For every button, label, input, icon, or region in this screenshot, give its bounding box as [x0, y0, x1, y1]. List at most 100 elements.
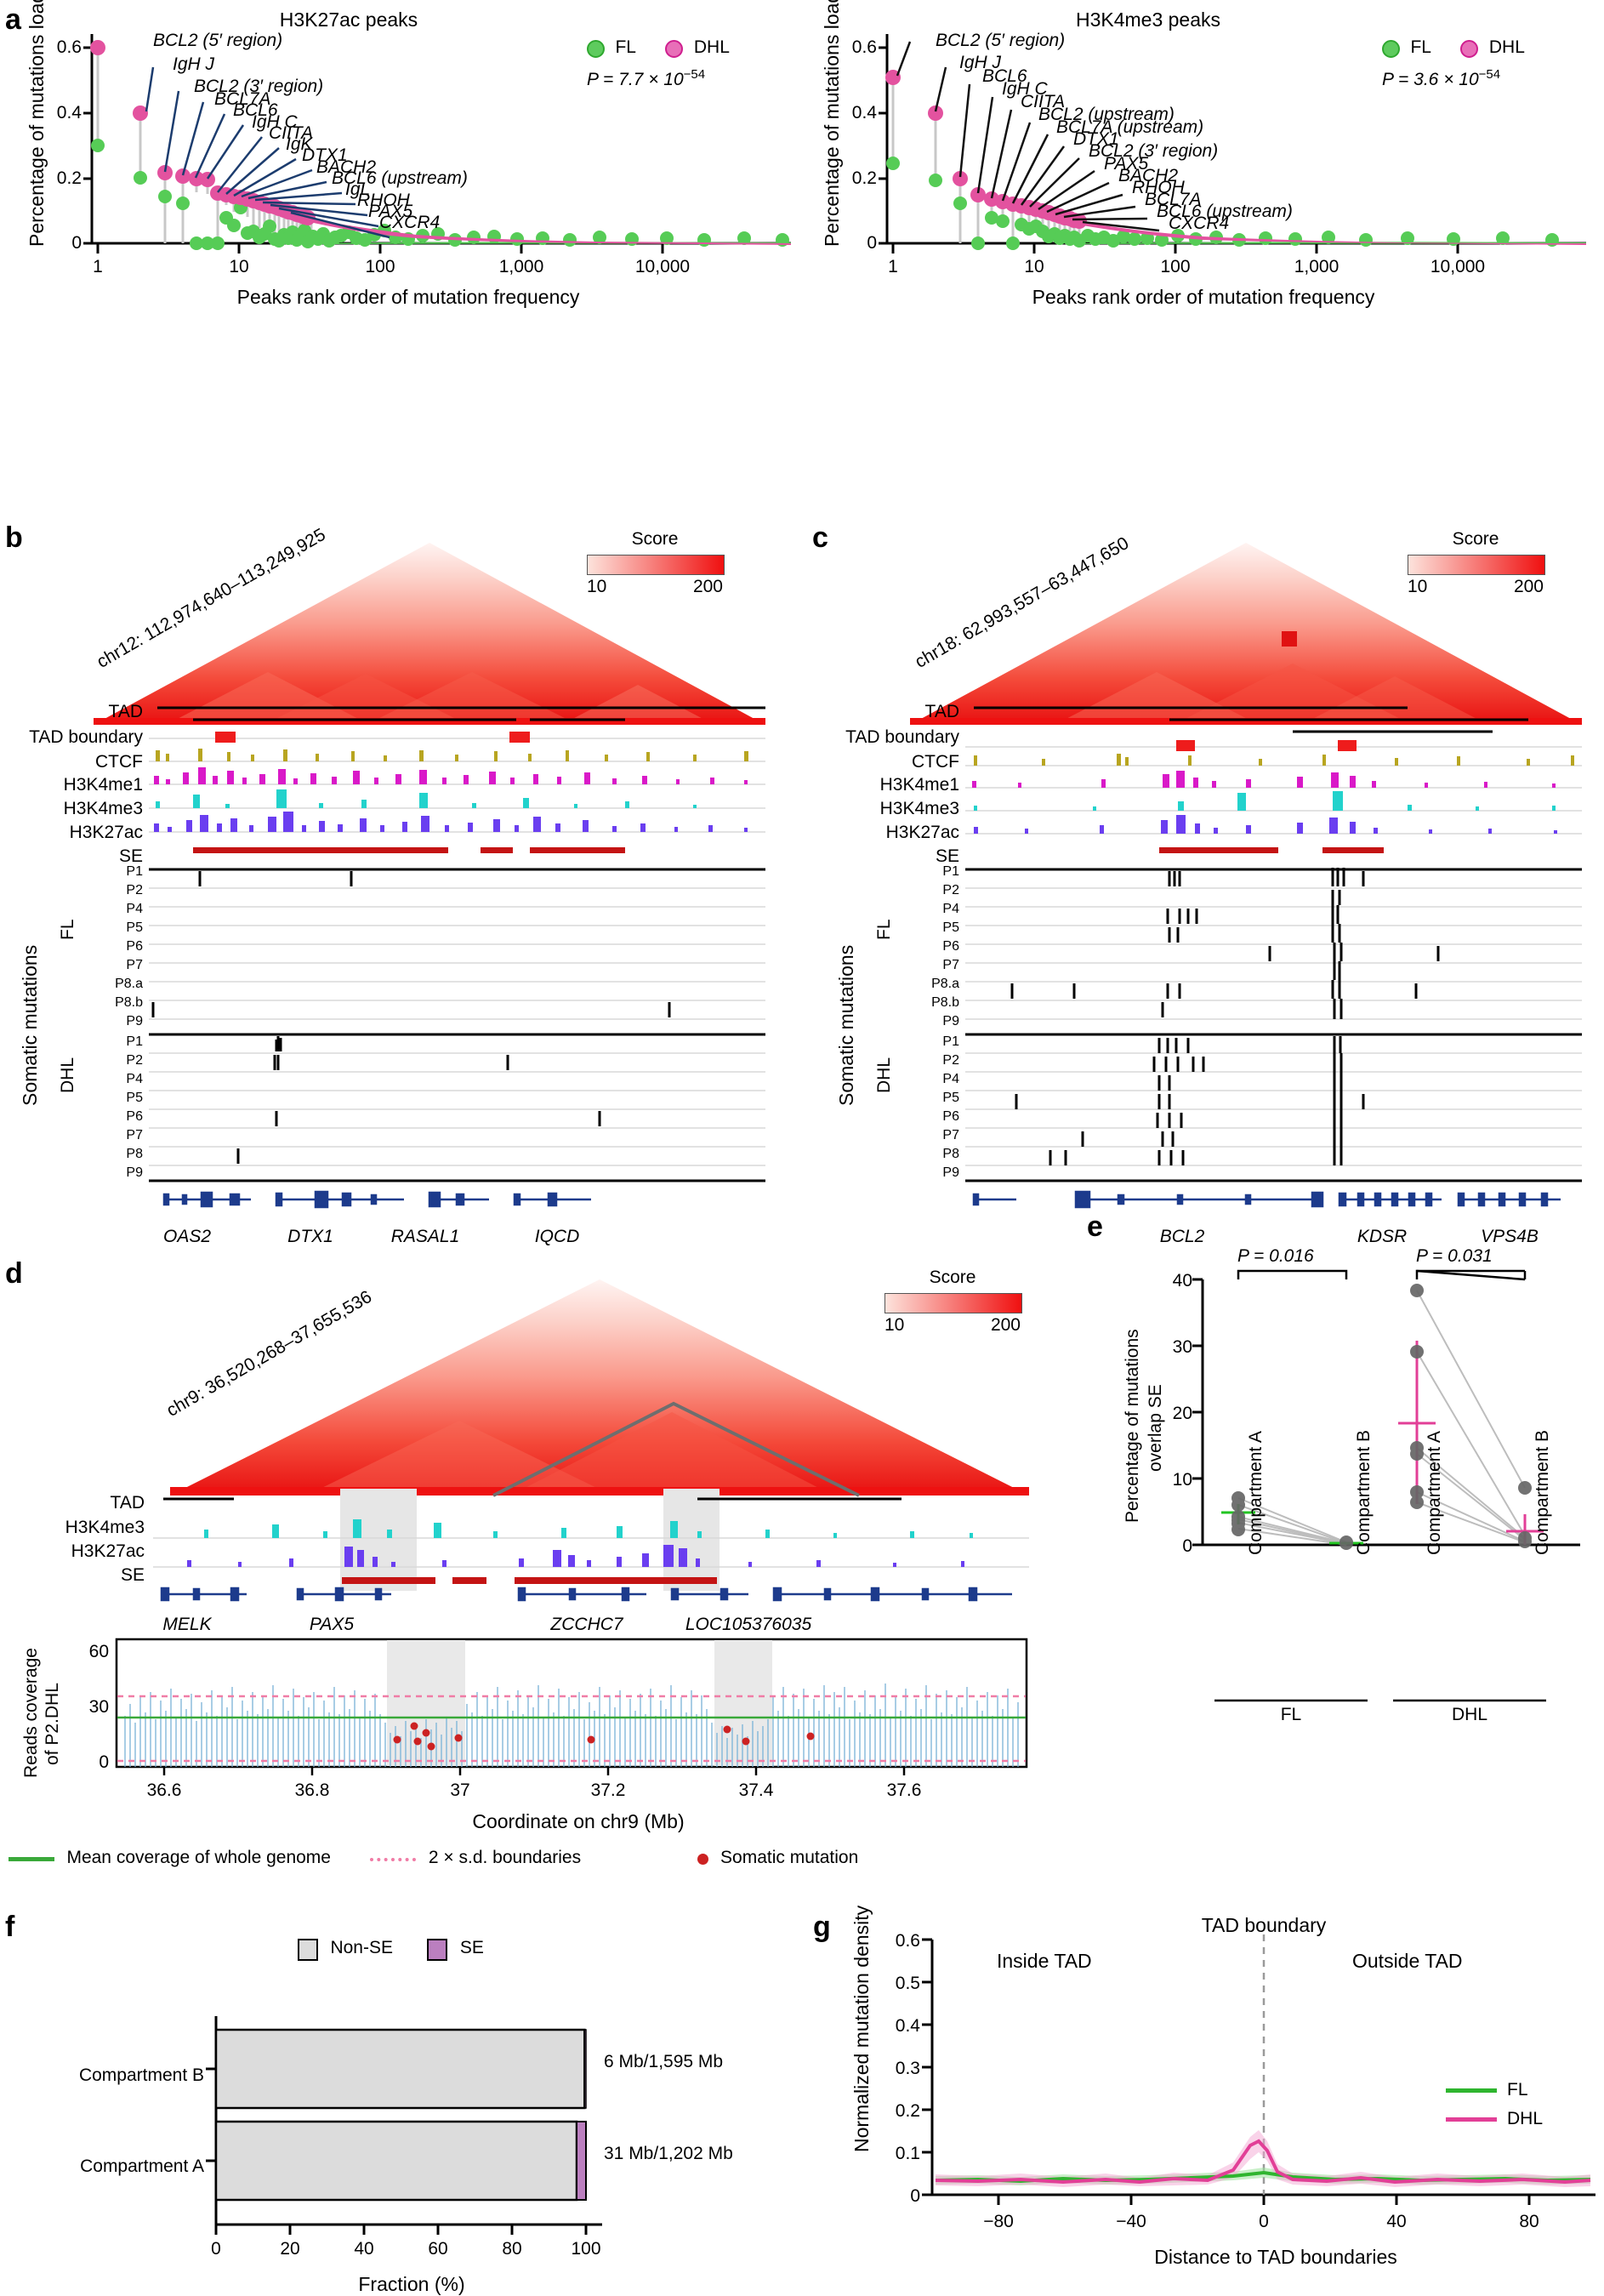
panel-b-track-label-h3k4me1: H3K4me1 — [63, 775, 143, 795]
panel-b-sample-dhl-2: P4 — [126, 1072, 143, 1086]
panel-d-xtick-5: 37.6 — [886, 1780, 922, 1800]
panel-d-xtick-2: 37 — [450, 1780, 470, 1800]
panel-g-xtick-1: −40 — [1116, 2212, 1146, 2231]
panel-e-ylabel-2: overlap SE — [1146, 1384, 1165, 1472]
panel-a-left-title: H3K27ac peaks — [279, 9, 418, 31]
panel-b-sample-dhl-7: P9 — [126, 1165, 143, 1180]
legend-swatch-nonse-icon — [298, 1938, 318, 1961]
panel-e-plot — [1192, 1269, 1580, 1550]
panel-d-legend-1: 2 × s.d. boundaries — [428, 1848, 582, 1867]
panel-a-left-xtick-0: 1 — [93, 257, 103, 276]
panel-c-sample-dhl-6: P8 — [942, 1147, 959, 1161]
legend-line-dhl-icon — [1446, 2117, 1497, 2122]
panel-letter-c: c — [812, 521, 828, 554]
panel-a-left-legend-fl: FL — [615, 37, 636, 57]
panel-e-group-brackets — [1214, 1699, 1546, 1702]
panel-f-xtick-0: 0 — [211, 2239, 221, 2259]
panel-e-xtick-1: Compartment B — [1354, 1429, 1374, 1555]
panel-b-track-label-h3k27ac: H3K27ac — [69, 823, 143, 842]
panel-a-right-ytick-3: 0 — [867, 233, 877, 253]
panel-c-gene-0: BCL2 — [1159, 1227, 1205, 1246]
panel-d-coverage-ytick-0: 60 — [88, 1642, 109, 1661]
panel-a-left-annot-1: IgH J — [173, 54, 215, 74]
panel-d-legend-0: Mean coverage of whole genome — [66, 1848, 331, 1867]
panel-b-sample-fl-7: P8.b — [115, 995, 143, 1010]
panel-d-xtick-4: 37.4 — [738, 1780, 774, 1800]
panel-a-right-annot-12: BCL7A — [1145, 190, 1202, 209]
panel-f-xtick-2: 40 — [354, 2239, 374, 2259]
panel-f-xtick-3: 60 — [428, 2239, 448, 2259]
panel-b-sample-fl-6: P8.a — [115, 977, 143, 991]
panel-a-left-annot-4: BCL6 — [233, 100, 278, 120]
panel-a-left-annot-12: RHOH — [357, 191, 410, 210]
panel-e-xtick-3: Compartment B — [1533, 1429, 1552, 1555]
panel-f-category-1: Compartment A — [80, 2156, 204, 2176]
panel-c-score-gradient — [1408, 555, 1545, 575]
panel-f-legend-1: SE — [459, 1938, 484, 1957]
panel-c-track-label-tad: TAD — [924, 702, 959, 721]
panel-g-xtick-4: 80 — [1519, 2212, 1539, 2231]
panel-g-xlabel: Distance to TAD boundaries — [1154, 2246, 1397, 2268]
panel-d-coverage-ytick-1: 30 — [88, 1697, 109, 1717]
panel-f-legend-0: Non-SE — [330, 1938, 393, 1957]
panel-d-coverage-ylabel2: of P2.DHL — [43, 1683, 62, 1765]
legend-dot-dhl-icon — [665, 40, 684, 59]
panel-a-left-annot-14: CXCR4 — [379, 213, 441, 232]
panel-b-gene-1: DTX1 — [287, 1227, 333, 1246]
panel-a-left-annot-5: IgH C — [252, 112, 298, 132]
panel-b-sample-fl-0: P1 — [126, 864, 143, 879]
panel-c-sample-dhl-2: P4 — [942, 1072, 959, 1086]
panel-e-ytick-4: 0 — [1182, 1536, 1192, 1556]
panel-b-score-title: Score — [631, 529, 679, 549]
panel-a-left-xtick-1: 10 — [229, 257, 249, 276]
panel-d-xlabel: Coordinate on chr9 (Mb) — [472, 1810, 685, 1832]
panel-a-right-ytick-2: 0.2 — [851, 168, 877, 188]
panel-a-left-pvalue-text: P = 7.7 × 10 — [587, 70, 684, 89]
panel-d-gene-0: MELK — [162, 1615, 212, 1634]
panel-b-somatic-label: Somatic mutations — [19, 944, 41, 1106]
panel-g-ytick-1: 0.5 — [895, 1974, 920, 1993]
panel-d-gene-3: LOC105376035 — [685, 1615, 812, 1634]
panel-b-sample-dhl-6: P8 — [126, 1147, 143, 1161]
panel-letter-d: d — [5, 1257, 23, 1290]
panel-letter-g: g — [813, 1911, 831, 1943]
panel-a-right-annot-2: BCL6 — [982, 66, 1027, 86]
panel-g-plot — [922, 1934, 1595, 2205]
panel-d-coverage-plot — [115, 1638, 1028, 1775]
panel-a-right-annot-6: BCL7A (upstream) — [1056, 117, 1204, 137]
figure-root: a H3K27ac peaks H3K4me3 peaks Percentage… — [5, 0, 1595, 2295]
panel-b-sample-fl-4: P6 — [126, 939, 143, 954]
panel-c-hic-heatmap — [910, 543, 1582, 725]
panel-a-left-pvalue-exp: −54 — [683, 67, 706, 82]
panel-e-group-label-0: FL — [1280, 1705, 1302, 1724]
panel-a-right-pvalue-text: P = 3.6 × 10 — [1382, 70, 1479, 89]
panel-a-right-ytick-0: 0.6 — [851, 37, 877, 57]
panel-b-score-gradient — [587, 555, 725, 575]
panel-a-left-ytick-0: 0.6 — [56, 37, 82, 57]
panel-c-sample-fl-3: P5 — [942, 920, 959, 935]
panel-e-pvalue-0: P = 0.016 — [1237, 1246, 1314, 1266]
panel-d-track-label-h3k27ac: H3K27ac — [71, 1541, 145, 1561]
panel-b-hic-heatmap — [94, 543, 765, 725]
panel-c-sample-fl-0: P1 — [942, 864, 959, 879]
panel-a-left-legend-dhl: DHL — [693, 37, 730, 57]
panel-b-gene-3: IQCD — [534, 1227, 580, 1246]
panel-b-track-label-se: SE — [118, 846, 143, 866]
panel-g-ytick-5: 0.1 — [895, 2144, 920, 2163]
panel-a-left-ytick-2: 0.2 — [56, 168, 82, 188]
panel-a-right-annot-11: RHOH — [1132, 178, 1185, 197]
panel-a-left-xlabel: Peaks rank order of mutation frequency — [236, 286, 580, 308]
panel-c-score-legend: Score 10 200 — [1408, 529, 1545, 596]
panel-f-value-label-0: 6 Mb/1,595 Mb — [604, 2052, 724, 2071]
panel-g-legend-1: DHL — [1507, 2109, 1544, 2128]
panel-g-ytick-4: 0.2 — [895, 2101, 920, 2121]
panel-letter-b: b — [5, 521, 23, 554]
panel-c-track-label-ctcf: CTCF — [912, 752, 959, 772]
panel-c-sample-fl-2: P4 — [942, 902, 959, 916]
panel-c-sample-dhl-5: P7 — [942, 1128, 959, 1142]
panel-c-track-label-h3k4me1: H3K4me1 — [879, 775, 959, 795]
panel-letter-a: a — [5, 3, 21, 36]
panel-c-sample-dhl-4: P6 — [942, 1109, 959, 1124]
panel-d-hic-heatmap — [170, 1279, 1029, 1497]
panel-c-sample-fl-7: P8.b — [931, 995, 959, 1010]
